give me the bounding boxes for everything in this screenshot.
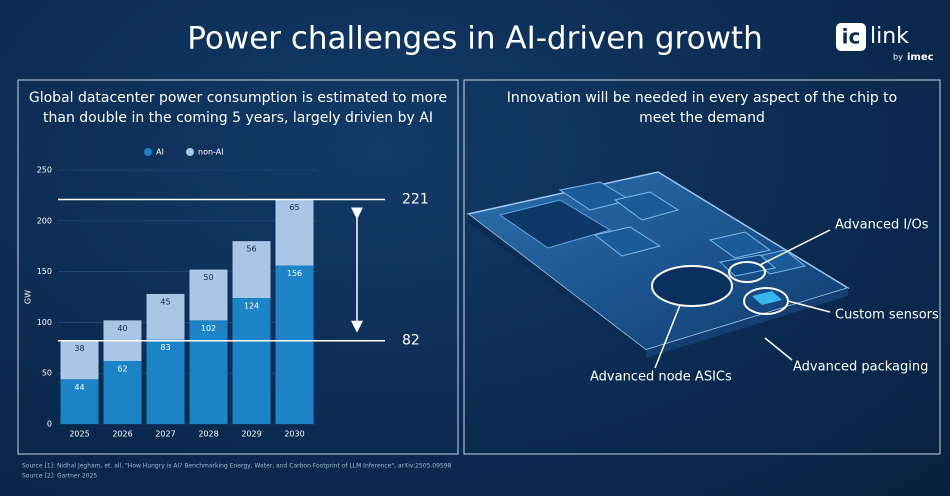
- value-label: 124: [244, 302, 259, 311]
- value-label: 45: [160, 297, 170, 306]
- right-panel-title: Innovation will be needed in every aspec…: [506, 90, 898, 126]
- x-tick-label: 2030: [284, 430, 304, 439]
- legend-label: AI: [156, 148, 164, 157]
- source: Source [1]: Nidhal Jegham, et. all, "How…: [22, 463, 452, 470]
- value-label: 44: [74, 383, 84, 392]
- reference-label: 221: [402, 191, 429, 207]
- value-label: 38: [74, 344, 84, 353]
- callout: Custom sensors: [835, 308, 939, 323]
- value-label: 83: [160, 343, 170, 352]
- bar-segment: [146, 293, 185, 340]
- chart-title-box: Global datacenter power consumption is e…: [28, 90, 448, 126]
- bar-segment: [146, 339, 185, 424]
- value-label: 62: [117, 365, 127, 374]
- value-label: 50: [203, 273, 213, 282]
- y-axis-label: GW: [24, 290, 33, 304]
- y-tick-label: 150: [37, 267, 52, 276]
- y-tick-label: 50: [42, 369, 52, 378]
- x-tick-label: 2029: [241, 430, 261, 439]
- right-panel: [463, 79, 941, 455]
- legend-label: non-AI: [198, 148, 224, 157]
- bar-segment: [275, 265, 314, 424]
- logo-brand: imec: [907, 52, 934, 63]
- bar-segment: [232, 241, 271, 299]
- chip-illustration: [466, 171, 850, 369]
- logo-name: link: [870, 24, 909, 49]
- reference-label: 82: [402, 333, 420, 349]
- left-panel: [17, 79, 459, 455]
- x-tick-label: 2027: [155, 430, 175, 439]
- chart-title: Global datacenter power consumption is e…: [28, 90, 448, 126]
- y-tick-label: 100: [37, 318, 52, 327]
- source: Source [2]: Gartner 2025: [22, 473, 97, 480]
- value-label: 102: [201, 324, 216, 333]
- bar-segment: [189, 320, 228, 424]
- y-tick-label: 250: [37, 166, 52, 175]
- x-tick-label: 2026: [112, 430, 132, 439]
- right-title-box: Innovation will be needed in every aspec…: [506, 90, 898, 126]
- bar-segment: [60, 340, 99, 380]
- value-label: 65: [289, 203, 299, 212]
- legend-swatch: [186, 148, 194, 156]
- value-label: 40: [117, 324, 127, 333]
- x-tick-label: 2025: [69, 430, 89, 439]
- y-tick-label: 200: [37, 216, 52, 225]
- value-label: 56: [246, 245, 256, 254]
- value-label: 156: [287, 269, 302, 278]
- callout: Advanced I/Os: [835, 218, 929, 233]
- slide-title: Power challenges in AI-driven growth: [187, 21, 762, 57]
- callout: Advanced node ASICs: [590, 370, 732, 385]
- callout: Advanced packaging: [793, 360, 928, 375]
- legend-swatch: [144, 148, 152, 156]
- y-tick-label: 0: [47, 420, 52, 429]
- bar-segment: [275, 199, 314, 266]
- x-tick-label: 2028: [198, 430, 218, 439]
- bar-segment: [189, 269, 228, 321]
- logo-box: [836, 23, 866, 51]
- bar-segment: [232, 298, 271, 424]
- logo-by: by: [893, 53, 903, 62]
- logo-mark: ic: [842, 25, 861, 49]
- bar-segment: [60, 379, 99, 424]
- bar-segment: [103, 361, 142, 424]
